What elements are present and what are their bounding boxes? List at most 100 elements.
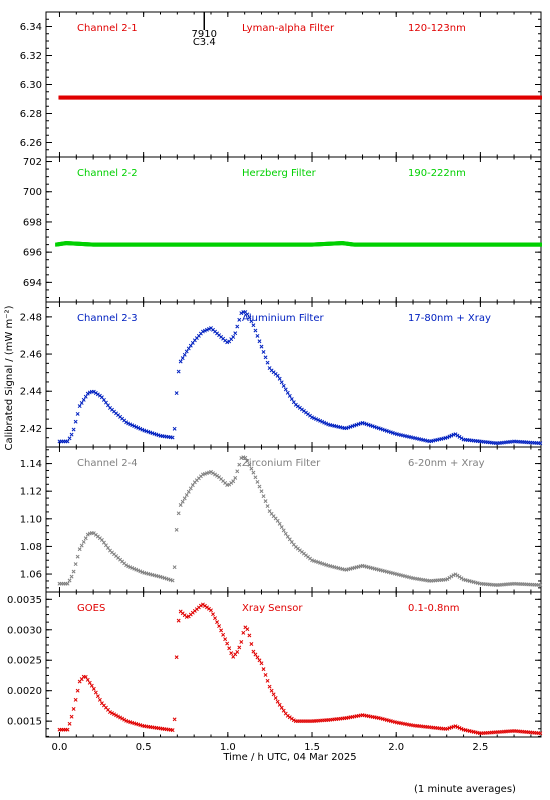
- data-point: [261, 350, 266, 354]
- data-point: [253, 328, 258, 333]
- series-4: [57, 455, 543, 588]
- data-point: [188, 486, 193, 491]
- panel-2: 694 696 698 700 702 Channel 2-2 Herzberg Filte…: [23, 156, 542, 303]
- data-point: [136, 568, 141, 573]
- data-point: [87, 680, 92, 685]
- panel-channel-label: GOES: [77, 603, 105, 614]
- y-tick-label: 698: [23, 217, 42, 228]
- flare-marker-label-1: 7910: [192, 29, 217, 40]
- data-point: [310, 415, 314, 420]
- y-tick-label: 696: [23, 248, 42, 259]
- data-point: [110, 711, 114, 716]
- y-tick-label: 6.34: [20, 22, 42, 33]
- data-point: [138, 426, 143, 431]
- data-point: [126, 564, 131, 569]
- y-tick-label: 1.14: [20, 459, 42, 470]
- data-point: [291, 718, 296, 723]
- data-point: [79, 543, 84, 548]
- data-point: [245, 312, 250, 317]
- data-point: [188, 343, 193, 348]
- data-point: [202, 328, 207, 333]
- data-point: [281, 383, 286, 388]
- data-point: [269, 688, 274, 693]
- data-point: [540, 242, 542, 247]
- data-point: [176, 618, 181, 623]
- data-point: [263, 355, 268, 360]
- y-tick-label: 1.08: [20, 542, 42, 553]
- data-point: [265, 360, 270, 365]
- panel-channel-label: Channel 2-2: [77, 168, 138, 179]
- panel-1: 6.26 6.28 6.30 6.32 6.34 Channel 2-1 Lyman-alp…: [20, 11, 542, 158]
- data-point: [265, 504, 270, 509]
- data-point: [253, 475, 258, 480]
- data-point: [241, 630, 246, 635]
- data-point: [312, 416, 316, 421]
- data-point: [71, 427, 76, 432]
- data-point: [231, 479, 236, 484]
- data-point: [130, 423, 135, 428]
- data-point: [277, 521, 282, 526]
- data-point: [237, 317, 242, 322]
- data-point: [455, 725, 460, 730]
- data-point: [73, 562, 78, 567]
- panels-group: 6.26 6.28 6.30 6.32 6.34 Channel 2-1 Lyman-alp…: [7, 11, 543, 753]
- data-point: [182, 352, 187, 357]
- data-point: [77, 547, 82, 552]
- data-point: [457, 725, 462, 730]
- data-point: [225, 641, 230, 646]
- data-point: [221, 632, 226, 637]
- data-point: [251, 323, 256, 328]
- data-point: [233, 331, 238, 336]
- footnote: (1 minute averages): [414, 784, 516, 795]
- x-tick-label: 0.5: [136, 742, 152, 753]
- data-point: [283, 531, 288, 536]
- panel-band-label: 0.1-0.8nm: [408, 603, 460, 614]
- data-point: [190, 483, 195, 488]
- data-point: [71, 569, 76, 574]
- y-tick-label: 1.10: [20, 514, 42, 525]
- data-point: [219, 628, 224, 633]
- panel-filter-label: Zirconium Filter: [242, 458, 321, 469]
- data-point: [257, 658, 262, 663]
- data-point: [263, 499, 268, 504]
- data-point: [65, 581, 70, 586]
- y-tick-label: 1.12: [20, 487, 42, 498]
- panel-filter-label: Aluminium Filter: [242, 313, 325, 324]
- panel-3: 2.42 2.44 2.46 2.48 Channel 2-3 Aluminium Fil…: [20, 301, 543, 448]
- data-point: [261, 494, 266, 499]
- y-tick-label: 2.42: [20, 424, 42, 435]
- y-tick-label: 0.0025: [7, 656, 42, 667]
- data-point: [235, 649, 240, 654]
- data-point: [279, 380, 284, 385]
- data-point: [277, 376, 282, 381]
- data-point: [227, 646, 232, 651]
- data-point: [283, 387, 288, 392]
- data-point: [257, 339, 262, 344]
- data-point: [120, 716, 125, 721]
- data-point: [180, 356, 185, 361]
- data-point: [273, 696, 278, 700]
- data-point: [73, 419, 78, 424]
- data-point: [67, 578, 72, 583]
- data-point: [275, 699, 280, 704]
- y-tick-label: 1.06: [20, 570, 42, 581]
- data-point: [239, 456, 244, 461]
- data-point: [172, 717, 177, 722]
- data-point: [316, 417, 321, 422]
- data-point: [69, 432, 74, 437]
- data-point: [124, 420, 129, 425]
- data-point: [267, 684, 272, 689]
- x-tick-label: 2.0: [388, 742, 404, 753]
- data-point: [263, 673, 268, 677]
- data-point: [237, 462, 242, 467]
- data-point: [275, 373, 280, 378]
- panel-filter-label: Lyman-alpha Filter: [242, 23, 335, 34]
- data-point: [91, 686, 96, 691]
- data-point: [73, 697, 78, 702]
- data-point: [449, 433, 454, 438]
- data-point: [318, 418, 323, 423]
- data-point: [112, 712, 116, 717]
- data-point: [170, 728, 175, 733]
- panel-channel-label: Channel 2-3: [77, 313, 138, 324]
- data-point: [172, 426, 177, 431]
